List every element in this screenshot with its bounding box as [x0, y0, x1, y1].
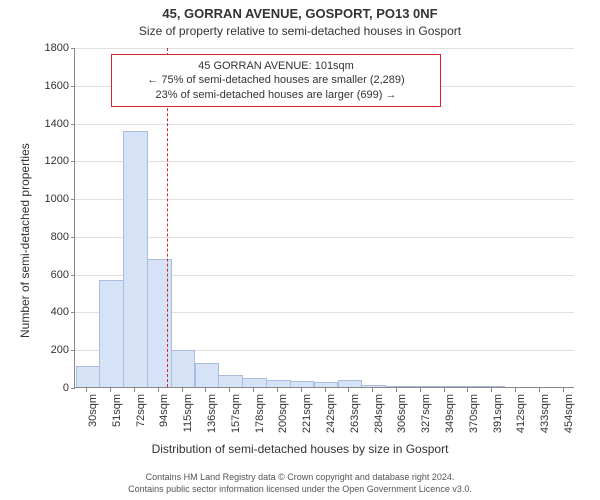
histogram-bar	[123, 131, 148, 387]
xtick-mark	[563, 388, 564, 392]
xtick-label: 115sqm	[182, 394, 194, 432]
histogram-bar	[195, 363, 220, 387]
xtick-mark	[325, 388, 326, 392]
gridline	[75, 237, 574, 238]
xtick-label: 391sqm	[492, 394, 504, 433]
xtick-label: 349sqm	[444, 394, 456, 433]
xtick-mark	[110, 388, 111, 392]
xtick-label: 370sqm	[468, 394, 480, 433]
xtick-mark	[420, 388, 421, 392]
footer-line1: Contains HM Land Registry data © Crown c…	[0, 472, 600, 484]
xtick-mark	[372, 388, 373, 392]
xtick-label: 433sqm	[539, 394, 551, 433]
xtick-label: 200sqm	[277, 394, 289, 433]
histogram-bar	[480, 386, 505, 387]
histogram-bar	[171, 350, 196, 387]
xtick-label: 51sqm	[111, 394, 123, 427]
xtick-label: 412sqm	[515, 394, 527, 433]
xtick-mark	[229, 388, 230, 392]
histogram-bar	[242, 378, 267, 387]
histogram-bar	[457, 386, 482, 387]
xtick-mark	[539, 388, 540, 392]
histogram-bar	[385, 386, 410, 387]
annotation-line: 45 GORRAN AVENUE: 101sqm	[120, 59, 432, 73]
xtick-label: 242sqm	[325, 394, 337, 433]
chart-subtitle: Size of property relative to semi-detach…	[0, 24, 600, 38]
chart-container: 45, GORRAN AVENUE, GOSPORT, PO13 0NF Siz…	[0, 0, 600, 500]
histogram-bar	[99, 280, 124, 387]
ytick-label: 1600	[45, 80, 75, 92]
xtick-mark	[158, 388, 159, 392]
annotation-line: ← 75% of semi-detached houses are smalle…	[120, 73, 432, 87]
xtick-mark	[182, 388, 183, 392]
histogram-bar	[409, 386, 434, 387]
chart-title: 45, GORRAN AVENUE, GOSPORT, PO13 0NF	[0, 6, 600, 21]
xtick-mark	[444, 388, 445, 392]
xtick-mark	[86, 388, 87, 392]
ytick-label: 1400	[45, 118, 75, 130]
ytick-label: 1800	[45, 42, 75, 54]
ytick-label: 200	[51, 344, 75, 356]
xtick-mark	[134, 388, 135, 392]
xtick-mark	[467, 388, 468, 392]
xtick-mark	[205, 388, 206, 392]
xtick-mark	[277, 388, 278, 392]
ytick-label: 800	[51, 231, 75, 243]
xtick-label: 30sqm	[87, 394, 99, 427]
x-axis-label: Distribution of semi-detached houses by …	[0, 442, 600, 456]
xtick-label: 136sqm	[206, 394, 218, 433]
gridline	[75, 199, 574, 200]
footer-line2: Contains public sector information licen…	[0, 484, 600, 496]
xtick-label: 284sqm	[373, 394, 385, 433]
xtick-label: 221sqm	[301, 394, 313, 433]
xtick-label: 94sqm	[158, 394, 170, 427]
xtick-label: 327sqm	[420, 394, 432, 433]
gridline	[75, 48, 574, 49]
xtick-label: 454sqm	[563, 394, 575, 433]
histogram-bar	[147, 259, 172, 387]
footer: Contains HM Land Registry data © Crown c…	[0, 472, 600, 495]
plot-area: 02004006008001000120014001600180030sqm51…	[74, 48, 574, 388]
xtick-mark	[253, 388, 254, 392]
xtick-label: 157sqm	[230, 394, 242, 433]
ytick-label: 1200	[45, 155, 75, 167]
ytick-label: 0	[63, 382, 75, 394]
annotation-box: 45 GORRAN AVENUE: 101sqm← 75% of semi-de…	[111, 54, 441, 107]
histogram-bar	[290, 381, 315, 387]
xtick-label: 306sqm	[396, 394, 408, 433]
xtick-mark	[301, 388, 302, 392]
histogram-bar	[361, 385, 386, 387]
histogram-bar	[266, 380, 291, 387]
xtick-label: 72sqm	[135, 394, 147, 427]
histogram-bar	[76, 366, 101, 387]
xtick-mark	[515, 388, 516, 392]
histogram-bar	[338, 380, 363, 387]
xtick-mark	[491, 388, 492, 392]
gridline	[75, 161, 574, 162]
ytick-label: 600	[51, 269, 75, 281]
histogram-bar	[218, 375, 243, 387]
ytick-label: 400	[51, 306, 75, 318]
y-axis-label: Number of semi-detached properties	[18, 143, 32, 338]
xtick-mark	[348, 388, 349, 392]
gridline	[75, 124, 574, 125]
histogram-bar	[314, 382, 339, 387]
xtick-label: 178sqm	[254, 394, 266, 433]
histogram-bar	[433, 386, 458, 387]
annotation-line: 23% of semi-detached houses are larger (…	[120, 88, 432, 102]
ytick-label: 1000	[45, 193, 75, 205]
xtick-mark	[396, 388, 397, 392]
xtick-label: 263sqm	[349, 394, 361, 433]
